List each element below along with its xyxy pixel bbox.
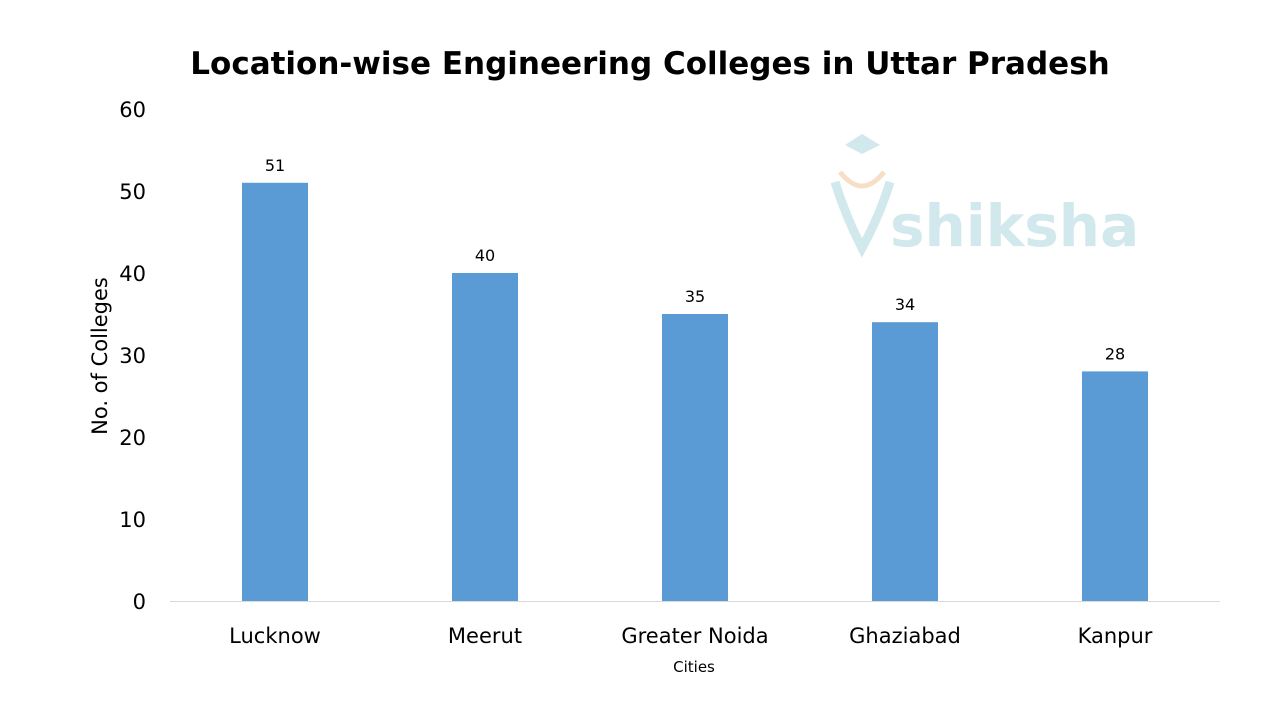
chart-title: Location-wise Engineering Colleges in Ut… [190, 46, 1109, 82]
x-tick-label: Ghaziabad [849, 624, 961, 648]
svg-text:shiksha: shiksha [890, 192, 1139, 260]
x-tick-label: Greater Noida [621, 624, 768, 648]
y-tick-label: 20 [119, 426, 146, 450]
data-label: 28 [1105, 344, 1125, 363]
x-tick-label: Meerut [448, 624, 522, 648]
y-tick-label: 50 [119, 180, 146, 204]
bar [242, 182, 308, 602]
y-tick-label: 10 [119, 508, 146, 532]
x-tick-label: Lucknow [229, 624, 321, 648]
data-label: 35 [685, 287, 705, 306]
y-tick-label: 60 [119, 98, 146, 122]
bar [872, 322, 938, 601]
bar [662, 314, 728, 601]
y-tick-label: 30 [119, 344, 146, 368]
data-label: 34 [895, 295, 915, 314]
x-tick-label: Kanpur [1078, 624, 1153, 648]
y-tick-label: 0 [133, 590, 146, 614]
y-tick-label: 40 [119, 262, 146, 286]
y-axis-label: No. of Colleges [88, 277, 112, 435]
data-label: 40 [475, 246, 495, 265]
data-label: 51 [265, 156, 285, 175]
x-axis-label: Cities [673, 658, 715, 676]
bar [452, 273, 518, 601]
bar [1082, 371, 1148, 601]
watermark-logo: shiksha [830, 134, 1139, 260]
